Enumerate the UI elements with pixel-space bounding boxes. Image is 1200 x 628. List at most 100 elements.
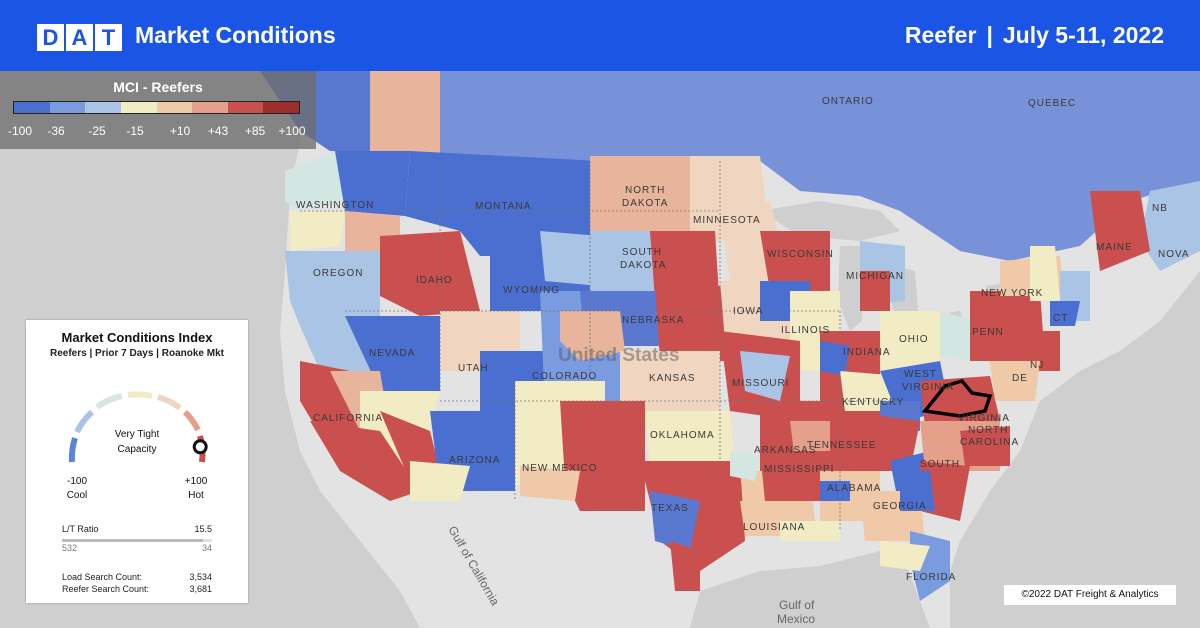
map-label-south-dakota: DAKOTA: [620, 260, 666, 271]
oregon-region: [285, 251, 380, 331]
map-label-nevada: NEVADA: [369, 348, 415, 359]
louisiana-east-region: [780, 521, 840, 541]
map-label-michigan: MICHIGAN: [846, 271, 904, 282]
legend-tick: -100: [7, 124, 33, 138]
legend-swatch: [85, 102, 121, 113]
reefer-search-value: 3,681: [189, 584, 212, 594]
gauge-min-value: -100: [66, 476, 87, 487]
header-context: Reefer | July 5-11, 2022: [905, 22, 1164, 49]
map-label-ohio: OHIO: [899, 334, 929, 345]
map-label-west: WEST: [904, 369, 937, 380]
canada-bc-east-region: [370, 71, 440, 161]
gauge-segment: [157, 394, 182, 411]
legend-swatch: [263, 102, 299, 113]
alabama-north-region: [820, 481, 850, 501]
map-label-arizona: ARIZONA: [449, 455, 500, 466]
logo-letter-d: D: [37, 24, 64, 51]
date-range: July 5-11, 2022: [1002, 22, 1164, 48]
map-label-nj: NJ: [1030, 360, 1044, 371]
map-label-dakota: DAKOTA: [622, 198, 668, 209]
legend-swatch: [156, 102, 193, 113]
new-jersey-region: [1035, 331, 1060, 371]
gauge-min-label: Cool: [66, 490, 88, 501]
map-label-montana: MONTANA: [475, 201, 531, 212]
selected-market-outline[interactable]: [921, 378, 993, 418]
gauge-indicator: [192, 439, 208, 455]
lt-ratio-row: L/T Ratio 15.5: [62, 524, 212, 534]
mississippi-small-region: [730, 451, 760, 481]
mci-card: Market Conditions Index Reefers | Prior …: [26, 320, 248, 603]
header-separator: |: [986, 22, 993, 48]
header-bar: D A T Market Conditions Reefer | July 5-11…: [0, 0, 1200, 71]
lt-ratio-value: 15.5: [194, 524, 212, 534]
colorado-east-region: [560, 311, 625, 361]
map-label-south-2: SOUTH: [920, 459, 960, 470]
south-dakota-west-region: [590, 231, 655, 301]
ohio-region: [880, 311, 940, 371]
market-map[interactable]: ONTARIO QUEBEC NB NOVA WASHINGTON MONTAN…: [0, 71, 1200, 628]
wisconsin-region: [760, 231, 830, 291]
washington-east-region: [335, 151, 410, 216]
card-title: Market Conditions Index: [61, 330, 213, 345]
map-label-mexico: Mexico: [777, 612, 815, 626]
maine-region: [1090, 191, 1150, 271]
maryland-region: [990, 361, 1040, 401]
gauge-max-value: +100: [184, 476, 208, 487]
gauge-segment: [182, 409, 201, 432]
gauge-max-label: Hot: [188, 490, 204, 501]
map-label-gulf-of: Gulf of: [779, 598, 815, 612]
washington-west-region: [285, 151, 345, 211]
new-brunswick-region: [1140, 181, 1200, 271]
map-label-california: CALIFORNIA: [313, 413, 383, 424]
connecticut-region: [1050, 301, 1080, 326]
gauge-segment: [127, 391, 153, 399]
page-title: Market Conditions: [135, 22, 336, 48]
legend-swatch: [49, 102, 86, 113]
map-label-nb: NB: [1152, 203, 1168, 214]
map-label-ct: CT: [1053, 313, 1068, 324]
map-label-new-mexico: NEW MEXICO: [522, 463, 598, 474]
lt-loads: 532: [62, 543, 78, 553]
california-region: [310, 421, 420, 501]
lt-ratio-label: L/T Ratio: [62, 524, 99, 534]
map-label-idaho: IDAHO: [416, 275, 453, 286]
map-label-mississippi: MISSISSIPPI: [764, 464, 834, 475]
map-label-north-2: NORTH: [968, 425, 1008, 436]
new-york-east-region: [1030, 246, 1060, 301]
reefer-search-row: Reefer Search Count: 3,681: [62, 584, 212, 594]
reefer-search-label: Reefer Search Count:: [62, 584, 150, 594]
legend-swatch: [227, 102, 264, 113]
map-label-ontario: ONTARIO: [822, 96, 874, 107]
mci-gauge: [68, 391, 208, 463]
map-label-texas: TEXAS: [651, 503, 689, 514]
kansas-region: [620, 351, 720, 411]
map-label-new-york: NEW YORK: [981, 288, 1043, 299]
map-label-nova: NOVA: [1158, 249, 1190, 260]
gulf-of-mexico: [690, 551, 930, 628]
mci-legend: MCI - Reefers -100 -36 -25 -15 +10 +43 +…: [0, 71, 316, 149]
equipment-type: Reefer: [904, 22, 977, 48]
map-label-de: DE: [1012, 373, 1028, 384]
gauge-segment: [74, 409, 95, 434]
load-search-value: 3,534: [189, 572, 212, 582]
region-labels: ONTARIO QUEBEC NB NOVA WASHINGTON MONTAN…: [296, 96, 1190, 583]
map-label-penn: PENN: [972, 327, 1004, 338]
map-label-florida: FLORIDA: [906, 572, 956, 583]
map-label-georgia: GEORGIA: [873, 501, 927, 512]
map-label-oklahoma: OKLAHOMA: [650, 430, 715, 441]
map-label-wyoming: WYOMING: [503, 285, 560, 296]
lt-ratio-fill: [62, 539, 203, 542]
lt-trucks: 34: [201, 543, 212, 553]
map-label-minnesota: MINNESOTA: [693, 215, 761, 226]
map-label-west-virginia: VIRGINIA: [902, 382, 954, 393]
map-label-north: NORTH: [625, 185, 665, 196]
map-label-utah: UTAH: [458, 363, 488, 374]
legend-tick: +43: [207, 124, 229, 138]
tennessee-region: [840, 411, 920, 471]
gauge-segment-cool: [68, 437, 78, 463]
map-label-missouri: MISSOURI: [732, 378, 789, 389]
map-label-south: SOUTH: [622, 247, 662, 258]
logo-letter-a: A: [66, 24, 93, 51]
montana-region: [405, 151, 600, 256]
status-line-1: Very Tight: [114, 429, 160, 440]
